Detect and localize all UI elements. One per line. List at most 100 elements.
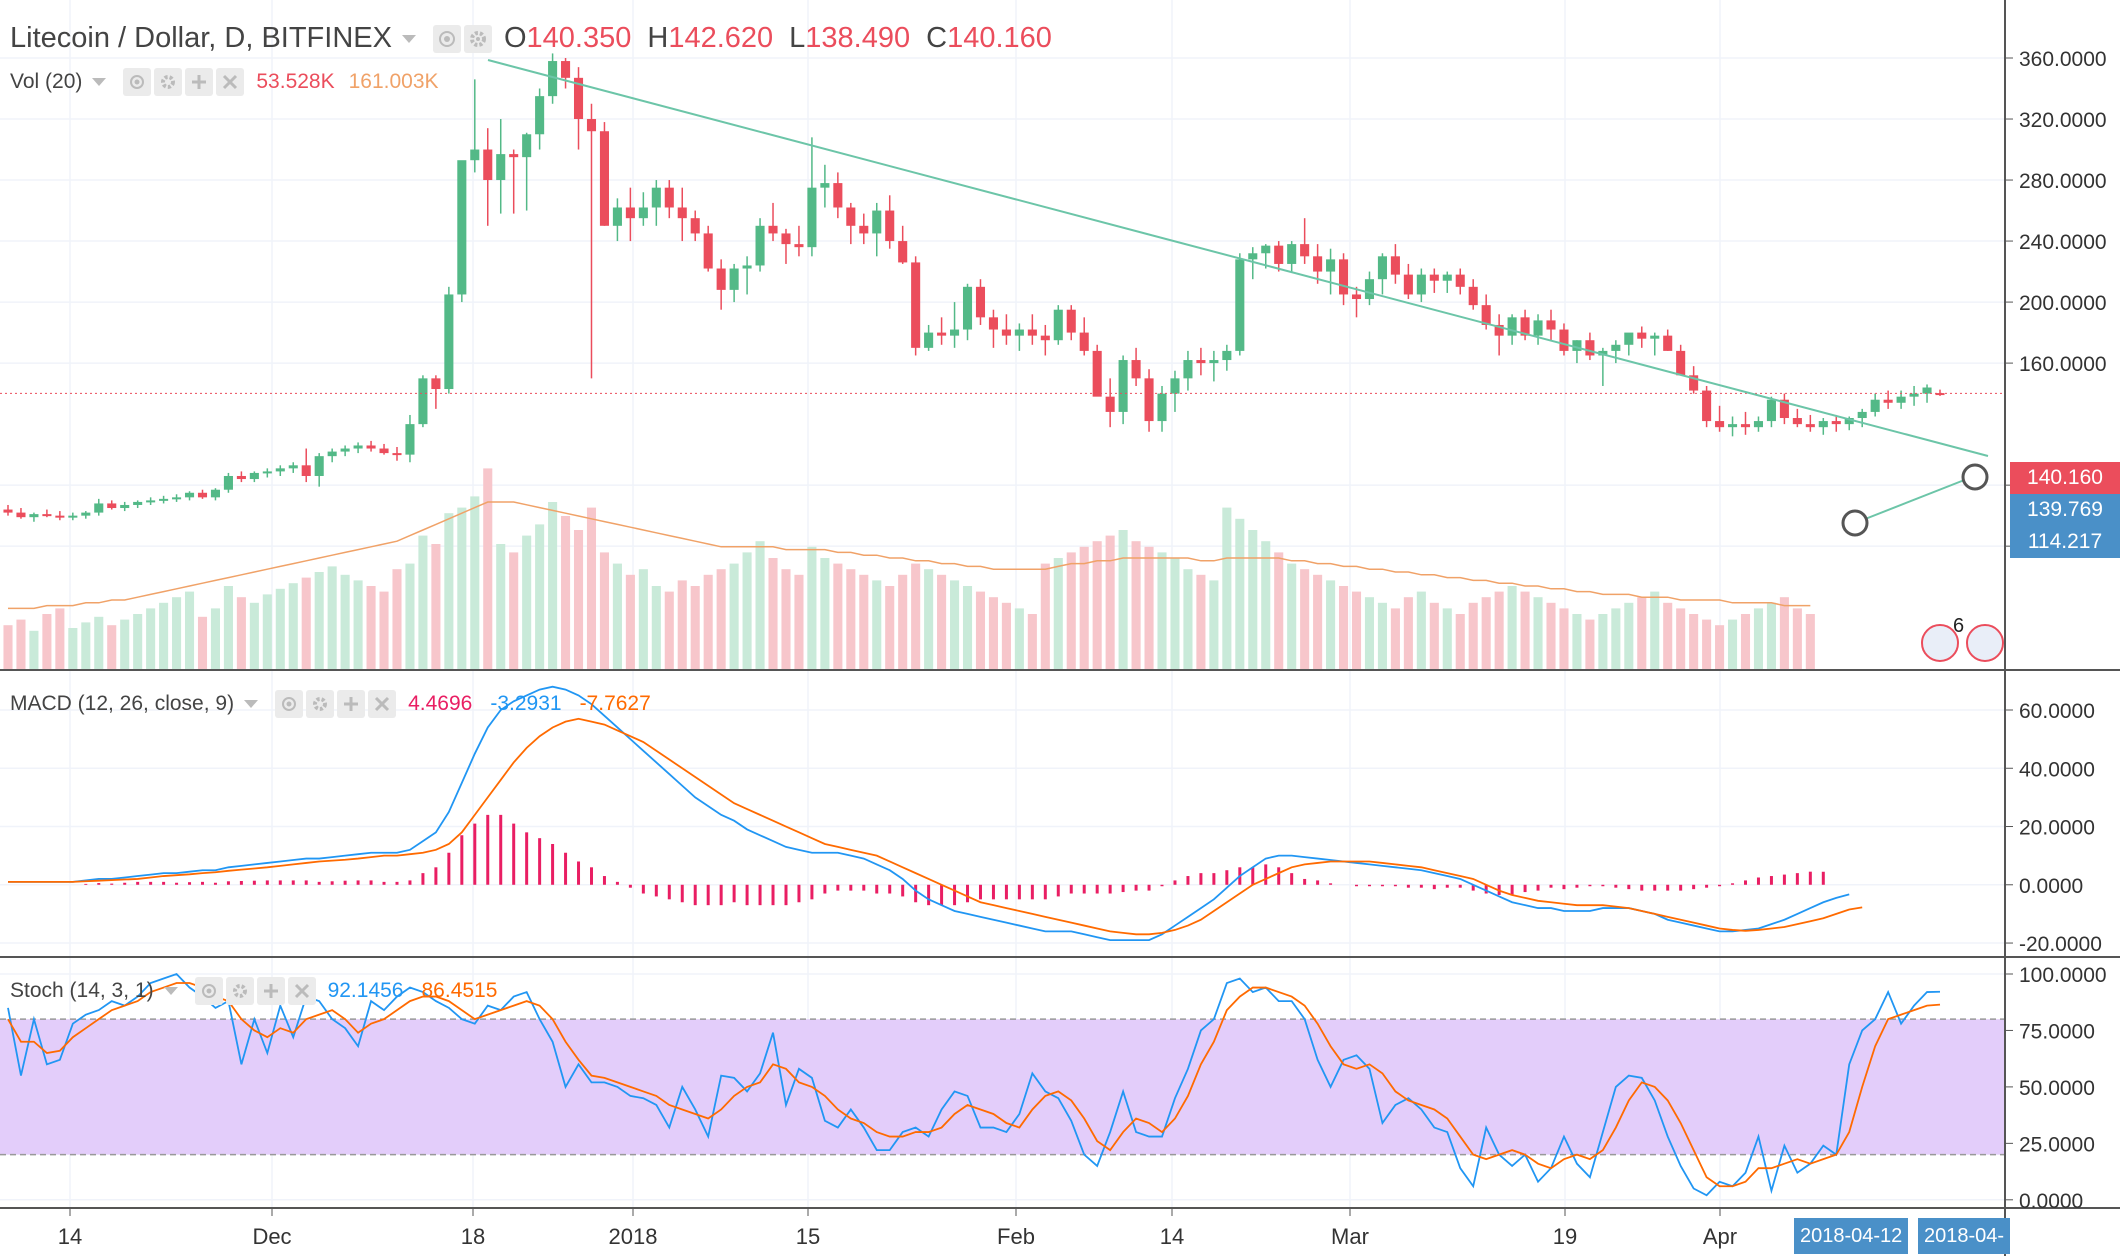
volume-bar — [1572, 614, 1582, 670]
volume-bar — [1235, 518, 1245, 670]
volume-bar — [794, 574, 804, 670]
volume-bar — [314, 572, 324, 670]
volume-bar — [872, 580, 882, 670]
candle-body — [172, 497, 182, 500]
candle-body — [988, 317, 998, 330]
stoch-d-value: 86.4515 — [421, 979, 498, 1002]
candle-body — [392, 453, 402, 456]
candle-body — [68, 515, 78, 518]
candle-body — [405, 424, 415, 455]
candle-body — [1351, 294, 1362, 300]
volume-bar — [1377, 602, 1387, 670]
candle-body — [1598, 350, 1608, 356]
volume-bar — [366, 586, 376, 670]
volume-bar — [197, 616, 208, 670]
volume-bar — [885, 586, 895, 670]
stoch-eye-icon[interactable] — [194, 977, 223, 1005]
volume-bar — [1105, 535, 1115, 670]
stoch-tick-label: 50.0000 — [2019, 1077, 2095, 1100]
candle-body — [1546, 320, 1556, 330]
macd-indicator-name[interactable]: MACD (12, 26, close, 9) — [10, 692, 235, 715]
macd-menu-chevron-down-icon[interactable] — [244, 700, 259, 708]
stoch-legend: Stoch (14, 3, 1) 92.1456 86.4515 — [10, 977, 497, 1005]
volume-bar — [1637, 597, 1647, 670]
candle-body — [3, 509, 13, 513]
candle-body — [197, 492, 208, 498]
volume-bar — [42, 614, 52, 670]
macd-legend: MACD (12, 26, close, 9) 4.4696 -3.2931 -… — [10, 690, 651, 718]
volume-bar — [1261, 541, 1271, 670]
candle-body — [1715, 421, 1725, 428]
volume-bar — [210, 608, 221, 670]
trendline-handle-start — [1841, 509, 1869, 537]
volume-bar — [1727, 619, 1738, 670]
volume-ma-line — [8, 501, 1811, 610]
candle-body — [496, 154, 506, 181]
volume-bar — [444, 513, 454, 670]
stoch-close-icon[interactable] — [287, 977, 316, 1005]
volume-bar — [651, 586, 661, 670]
volume-bar — [625, 574, 635, 670]
volume-bar — [1611, 608, 1621, 670]
volume-bar — [1274, 552, 1284, 670]
candle-body — [846, 207, 856, 226]
stoch-k-value: 92.1456 — [327, 979, 404, 1002]
candle-body — [353, 445, 363, 449]
volume-bar — [561, 516, 571, 670]
macd-plus-icon[interactable] — [337, 690, 366, 718]
candle-body — [1053, 309, 1063, 341]
time-tick-label: 15 — [796, 1224, 820, 1249]
volume-bar — [470, 496, 480, 670]
candle-body — [483, 149, 493, 181]
volume-bar — [742, 552, 752, 670]
candle-body — [379, 448, 389, 454]
volume-menu-chevron-down-icon[interactable] — [92, 78, 107, 86]
candle-body — [1261, 245, 1271, 254]
candle-body — [81, 512, 91, 516]
trendline-price-badge-1: 139.769 — [2010, 494, 2120, 526]
settings-gear-icon[interactable] — [463, 24, 492, 53]
candle-body — [1572, 340, 1582, 351]
stoch-plus-icon[interactable] — [256, 977, 285, 1005]
stoch-menu-chevron-down-icon[interactable] — [163, 987, 178, 995]
volume-gear-icon[interactable] — [154, 68, 183, 96]
visibility-eye-icon[interactable] — [432, 24, 461, 53]
symbol-menu-chevron-down-icon[interactable] — [401, 34, 416, 43]
volume-indicator-name[interactable]: Vol (20) — [10, 70, 83, 93]
candle-body — [1857, 411, 1867, 419]
volume-close-icon[interactable] — [216, 68, 245, 96]
volume-bar — [107, 625, 117, 670]
symbol-title[interactable]: Litecoin / Dollar, D, BITFINEX — [10, 22, 392, 54]
volume-bar — [716, 569, 726, 670]
macd-signal-value: -7.7627 — [579, 692, 651, 715]
stoch-k-line — [7, 972, 1941, 1197]
volume-plus-icon[interactable] — [185, 68, 214, 96]
high-label: H — [647, 22, 669, 54]
volume-eye-icon[interactable] — [123, 68, 152, 96]
volume-bar — [275, 588, 285, 670]
candle-body — [651, 187, 661, 208]
candle-body — [573, 77, 584, 120]
price-tick-label: 240.0000 — [2019, 231, 2107, 254]
candle-body — [703, 233, 713, 269]
volume-bar — [664, 591, 674, 670]
stoch-tick-label: 0.0000 — [2019, 1190, 2083, 1213]
volume-bar — [1429, 602, 1439, 670]
stoch-indicator-name[interactable]: Stoch (14, 3, 1) — [10, 979, 154, 1002]
candle-body — [859, 225, 869, 234]
candle-body — [1507, 317, 1517, 336]
volume-bar — [1066, 552, 1076, 670]
macd-eye-icon[interactable] — [275, 690, 304, 718]
volume-bar — [288, 583, 298, 670]
candle-body — [223, 475, 233, 490]
high-value: 142.620 — [668, 22, 774, 54]
volume-bar — [1014, 608, 1024, 670]
macd-close-icon[interactable] — [368, 690, 397, 718]
macd-gear-icon[interactable] — [306, 690, 335, 718]
candle-body — [1455, 274, 1465, 287]
candle-body — [1429, 274, 1439, 281]
stoch-gear-icon[interactable] — [225, 977, 254, 1005]
volume-bar — [249, 602, 259, 670]
candle-body — [1287, 244, 1297, 264]
